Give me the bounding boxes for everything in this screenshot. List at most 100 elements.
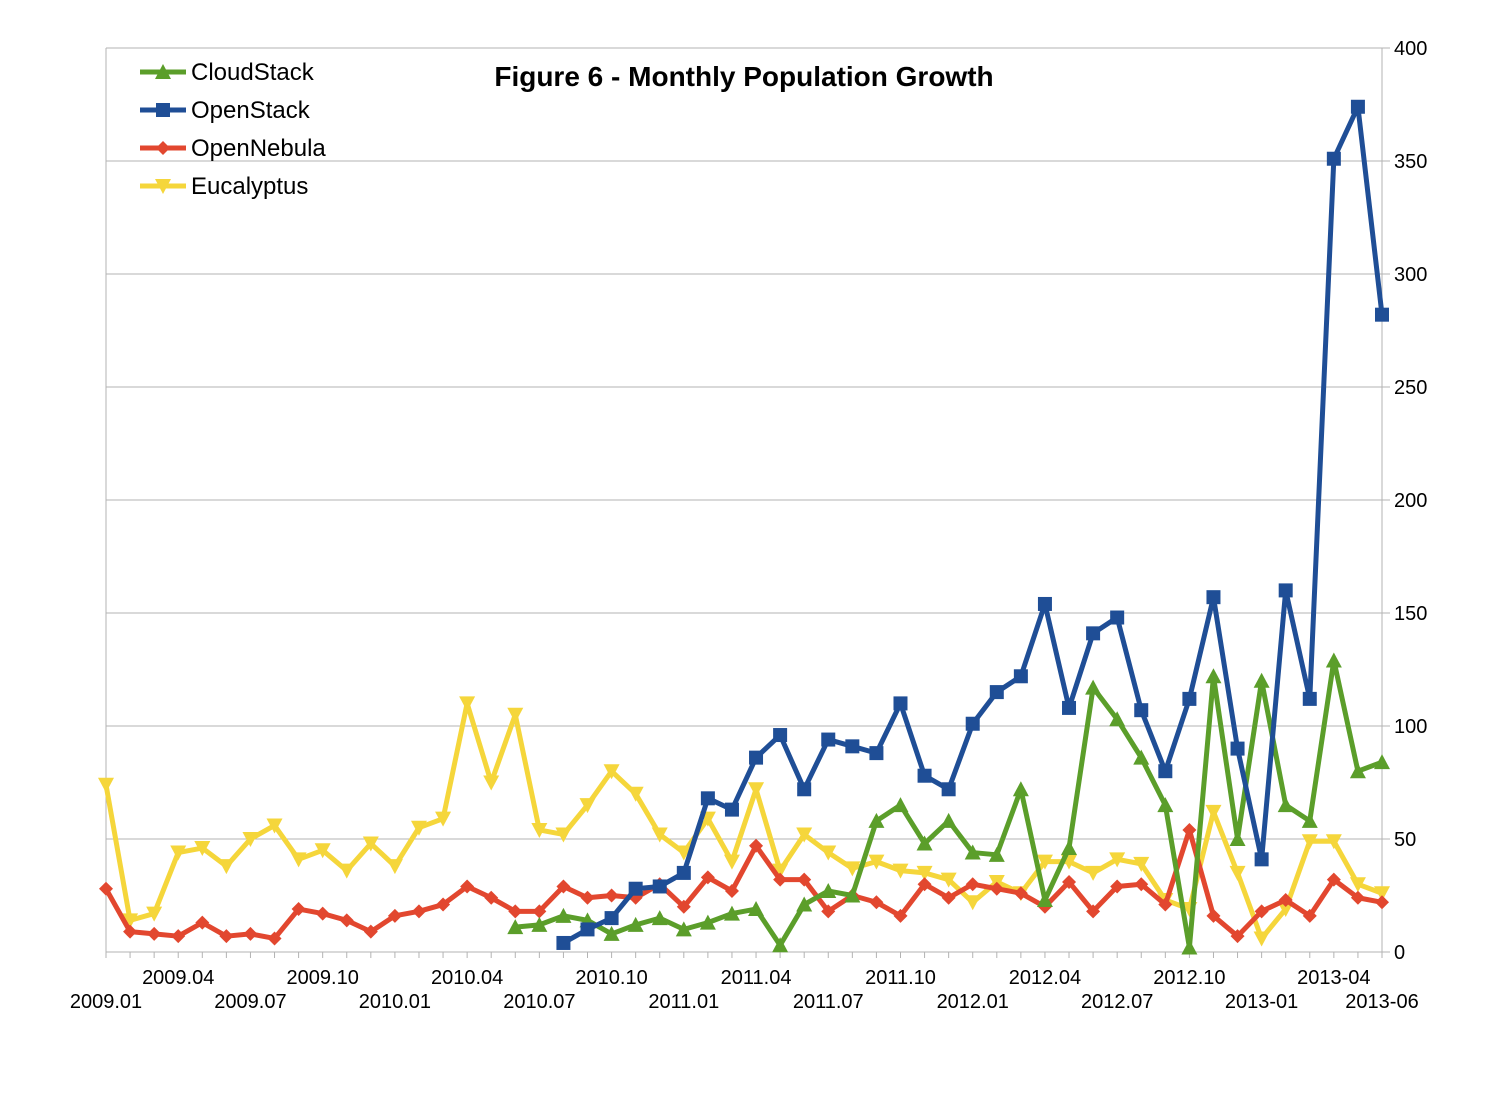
data-point (555, 827, 572, 843)
y-tick-label: 150 (1394, 603, 1427, 625)
y-tick-label: 250 (1394, 377, 1427, 399)
data-point (1181, 939, 1198, 955)
data-point (314, 843, 331, 859)
data-point (1325, 652, 1342, 668)
data-point (773, 872, 788, 887)
data-point (1086, 626, 1101, 641)
data-point (531, 822, 548, 838)
data-point (941, 890, 956, 905)
data-point (508, 904, 523, 919)
data-point (1375, 307, 1389, 322)
data-point (773, 728, 788, 743)
data-point (1326, 151, 1341, 166)
data-point (1085, 865, 1102, 881)
data-point (315, 906, 330, 921)
data-point (1254, 852, 1269, 867)
data-point (941, 782, 956, 797)
data-point (339, 913, 354, 928)
legend-marker (156, 141, 170, 155)
data-point (556, 879, 571, 894)
x-tick-label: 2010.04 (431, 967, 503, 989)
data-point (603, 925, 620, 941)
data-point (965, 877, 980, 892)
data-point (291, 902, 306, 917)
data-point (964, 895, 981, 911)
x-tick-label: 2010.07 (503, 991, 575, 1013)
data-point (603, 764, 620, 780)
data-point (1253, 931, 1270, 947)
data-point (1037, 596, 1052, 611)
data-point (194, 841, 211, 857)
data-point (410, 820, 427, 836)
data-point (267, 931, 282, 946)
data-point (460, 879, 475, 894)
data-point (1158, 764, 1173, 779)
data-point (820, 845, 837, 861)
data-point (628, 881, 643, 896)
data-point (1254, 904, 1269, 919)
x-tick-label: 2009.04 (142, 967, 214, 989)
data-point (1205, 668, 1222, 684)
y-tick-label: 300 (1394, 264, 1427, 286)
data-point (219, 929, 234, 944)
legend-item-cloudstack: CloudStack (140, 59, 315, 86)
data-point (917, 768, 932, 783)
data-point (195, 915, 210, 930)
data-point (916, 835, 933, 851)
data-point (844, 861, 861, 877)
legend-item-eucalyptus: Eucalyptus (140, 173, 308, 200)
data-point (700, 791, 715, 806)
data-point (1325, 834, 1342, 850)
data-point (796, 827, 813, 843)
data-series (98, 99, 1390, 955)
data-point (1229, 831, 1246, 846)
x-axis-tick-labels: 2009.01 2009.07 2010.01 2010.07 2011.01 2011.… (70, 967, 1419, 1013)
data-point (1349, 877, 1366, 893)
data-point (1110, 610, 1125, 625)
x-tick-label: 2012.07 (1081, 991, 1153, 1013)
data-point (893, 908, 908, 923)
data-point (869, 895, 884, 910)
data-point (1036, 854, 1053, 870)
data-point (940, 812, 957, 828)
data-point (1374, 886, 1390, 902)
data-point (266, 818, 283, 834)
data-point (1013, 669, 1028, 684)
data-point (532, 904, 547, 919)
data-point (218, 859, 235, 875)
data-point (1302, 691, 1317, 706)
data-point (436, 897, 451, 912)
x-tick-label: 2012.10 (1153, 967, 1225, 989)
data-point (964, 844, 981, 860)
legend-label: OpenNebula (191, 135, 326, 162)
data-point (555, 907, 572, 923)
data-point (868, 812, 885, 828)
data-point (965, 716, 980, 731)
data-point (1109, 711, 1126, 727)
data-point (1278, 583, 1293, 598)
data-point (724, 883, 739, 898)
data-point (989, 881, 1004, 896)
data-point (749, 750, 764, 765)
data-point (627, 786, 644, 802)
data-point (387, 908, 402, 923)
data-point (338, 863, 355, 879)
legend-label: Eucalyptus (191, 173, 308, 200)
data-point (579, 798, 596, 814)
data-point (723, 854, 740, 870)
data-point (507, 707, 524, 723)
x-tick-label: 2011.10 (865, 967, 936, 989)
legend-label: OpenStack (191, 97, 311, 124)
data-point (772, 863, 789, 879)
data-point (1085, 679, 1102, 695)
data-point (1158, 897, 1173, 912)
data-point (821, 732, 836, 747)
data-point (243, 926, 258, 941)
x-tick-label: 2011.01 (648, 991, 719, 1013)
x-tick-label: 2010.10 (575, 967, 647, 989)
data-point (723, 905, 740, 921)
data-point (1110, 879, 1125, 894)
data-point (772, 937, 789, 953)
data-point (675, 845, 692, 861)
legend-marker (155, 179, 171, 194)
